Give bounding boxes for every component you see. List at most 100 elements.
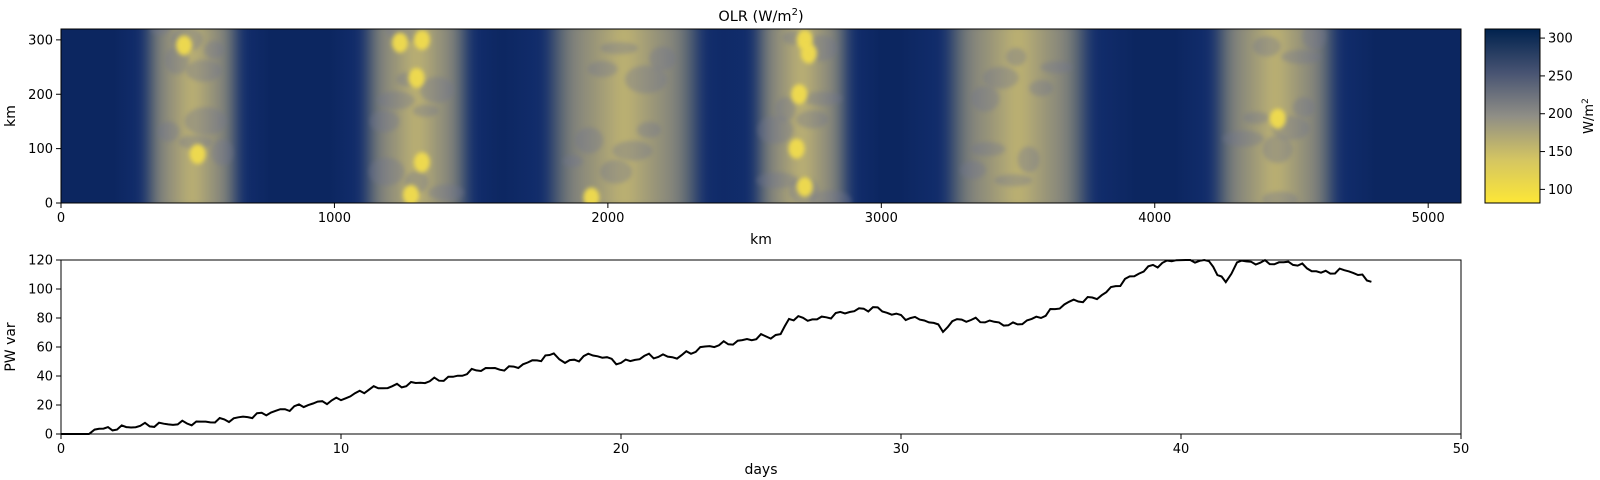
heatmap-x-axis: 0 1000 2000 3000 4000 5000 bbox=[57, 203, 1445, 226]
band-texture bbox=[802, 91, 843, 106]
band-texture bbox=[994, 174, 1033, 187]
band-texture bbox=[428, 184, 465, 201]
band-texture bbox=[809, 190, 852, 203]
heatmap-y-axis: 0 100 200 300 bbox=[28, 33, 61, 212]
y-tick-label: 100 bbox=[28, 142, 53, 157]
band-texture bbox=[1017, 146, 1040, 173]
band-texture bbox=[649, 46, 676, 71]
colorbar-tick-label: 300 bbox=[1548, 32, 1573, 47]
bright-cell bbox=[392, 32, 409, 53]
band-texture bbox=[1302, 29, 1327, 50]
colorbar: 100 150 200 250 300 W/m2 bbox=[1484, 28, 1597, 204]
bright-cell bbox=[788, 138, 805, 159]
bright-cell bbox=[583, 187, 600, 203]
band-texture bbox=[185, 59, 222, 82]
x-tick-label: 3000 bbox=[865, 211, 898, 226]
band-texture bbox=[178, 135, 213, 150]
line-y-axis: 0 20 40 60 80 100 120 bbox=[28, 254, 61, 443]
band-texture bbox=[368, 157, 405, 186]
x-tick-label: 0 bbox=[57, 211, 65, 226]
band-texture bbox=[1243, 111, 1270, 124]
band-texture bbox=[600, 42, 639, 55]
y-tick-label: 0 bbox=[45, 197, 53, 212]
heatmap-y-label: km bbox=[3, 105, 19, 127]
band-texture bbox=[757, 115, 794, 144]
pw-var-series-line bbox=[61, 258, 1372, 435]
band-texture bbox=[1292, 97, 1315, 118]
y-tick-label: 0 bbox=[45, 428, 53, 443]
line-x-axis: 0 10 20 30 40 50 bbox=[57, 434, 1469, 457]
band-texture bbox=[369, 110, 400, 133]
y-tick-label: 60 bbox=[36, 341, 53, 356]
x-tick-label: 40 bbox=[1173, 442, 1190, 457]
x-tick-label: 5000 bbox=[1412, 211, 1445, 226]
band-texture bbox=[420, 76, 455, 103]
band-texture bbox=[971, 142, 1006, 157]
colorbar-ticks: 100 150 200 250 300 bbox=[1540, 32, 1573, 198]
band-texture bbox=[1261, 191, 1298, 203]
colorbar-label: W/m2 bbox=[1581, 98, 1597, 134]
band-texture bbox=[412, 104, 439, 117]
heatmap-field bbox=[113, 29, 1376, 203]
band-texture bbox=[775, 97, 796, 122]
bright-cell bbox=[189, 144, 206, 165]
bright-cell bbox=[796, 176, 813, 197]
band-texture bbox=[971, 85, 1000, 112]
colorbar-tick-label: 200 bbox=[1548, 107, 1573, 122]
x-tick-label: 50 bbox=[1453, 442, 1470, 457]
band-texture bbox=[756, 172, 799, 189]
band-texture bbox=[1040, 61, 1073, 74]
x-tick-label: 2000 bbox=[591, 211, 624, 226]
y-tick-label: 100 bbox=[28, 283, 53, 298]
x-tick-label: 10 bbox=[333, 442, 350, 457]
band-texture bbox=[575, 127, 604, 154]
colorbar-gradient bbox=[1484, 28, 1541, 204]
band-texture bbox=[376, 91, 415, 110]
y-tick-label: 200 bbox=[28, 88, 53, 103]
band-texture bbox=[1252, 36, 1281, 57]
band-texture bbox=[612, 140, 653, 161]
colorbar-tick-label: 150 bbox=[1548, 145, 1573, 160]
colorbar-tick-label: 250 bbox=[1548, 69, 1573, 84]
band-texture bbox=[211, 139, 234, 166]
band-texture bbox=[562, 155, 583, 168]
y-tick-label: 300 bbox=[28, 33, 53, 48]
y-tick-label: 80 bbox=[36, 312, 53, 327]
bright-cell bbox=[176, 35, 193, 56]
x-tick-label: 20 bbox=[613, 442, 630, 457]
bright-cell bbox=[1269, 108, 1286, 129]
bright-cell bbox=[791, 84, 808, 105]
band-texture bbox=[600, 159, 633, 184]
olr-title: OLR (W/m2) bbox=[718, 7, 803, 25]
pw-var-line-panel: 0 10 20 30 40 50 0 20 40 60 80 100 120 days PW var bbox=[3, 254, 1469, 479]
band-texture bbox=[1262, 135, 1293, 164]
y-tick-label: 20 bbox=[36, 399, 53, 414]
olr-heatmap-panel: OLR (W/m2) 0 1000 2000 3000 4000 5000 0 100 200… bbox=[3, 7, 1462, 248]
x-tick-label: 30 bbox=[893, 442, 910, 457]
x-tick-label: 4000 bbox=[1138, 211, 1171, 226]
band-texture bbox=[959, 160, 986, 179]
bright-cell bbox=[403, 184, 419, 203]
y-tick-label: 40 bbox=[36, 370, 53, 385]
band-texture bbox=[184, 107, 227, 136]
band-texture bbox=[982, 66, 1019, 89]
colorbar-tick-label: 100 bbox=[1548, 183, 1573, 198]
band-texture bbox=[637, 121, 662, 138]
bright-cell bbox=[800, 43, 817, 64]
heatmap-frame bbox=[60, 28, 1462, 204]
band-texture bbox=[1029, 80, 1054, 97]
band-texture bbox=[1006, 47, 1027, 66]
band-texture bbox=[587, 61, 618, 78]
x-tick-label: 0 bbox=[57, 442, 65, 457]
band-texture bbox=[1281, 49, 1322, 64]
line-y-label: PW var bbox=[3, 322, 19, 372]
band-texture bbox=[1222, 130, 1265, 147]
bright-cell bbox=[413, 152, 430, 173]
band-texture bbox=[796, 110, 829, 129]
bright-cell bbox=[408, 67, 425, 88]
x-tick-label: 1000 bbox=[318, 211, 351, 226]
bright-cell bbox=[413, 29, 430, 50]
band-texture bbox=[157, 121, 180, 142]
band-texture bbox=[150, 29, 171, 35]
